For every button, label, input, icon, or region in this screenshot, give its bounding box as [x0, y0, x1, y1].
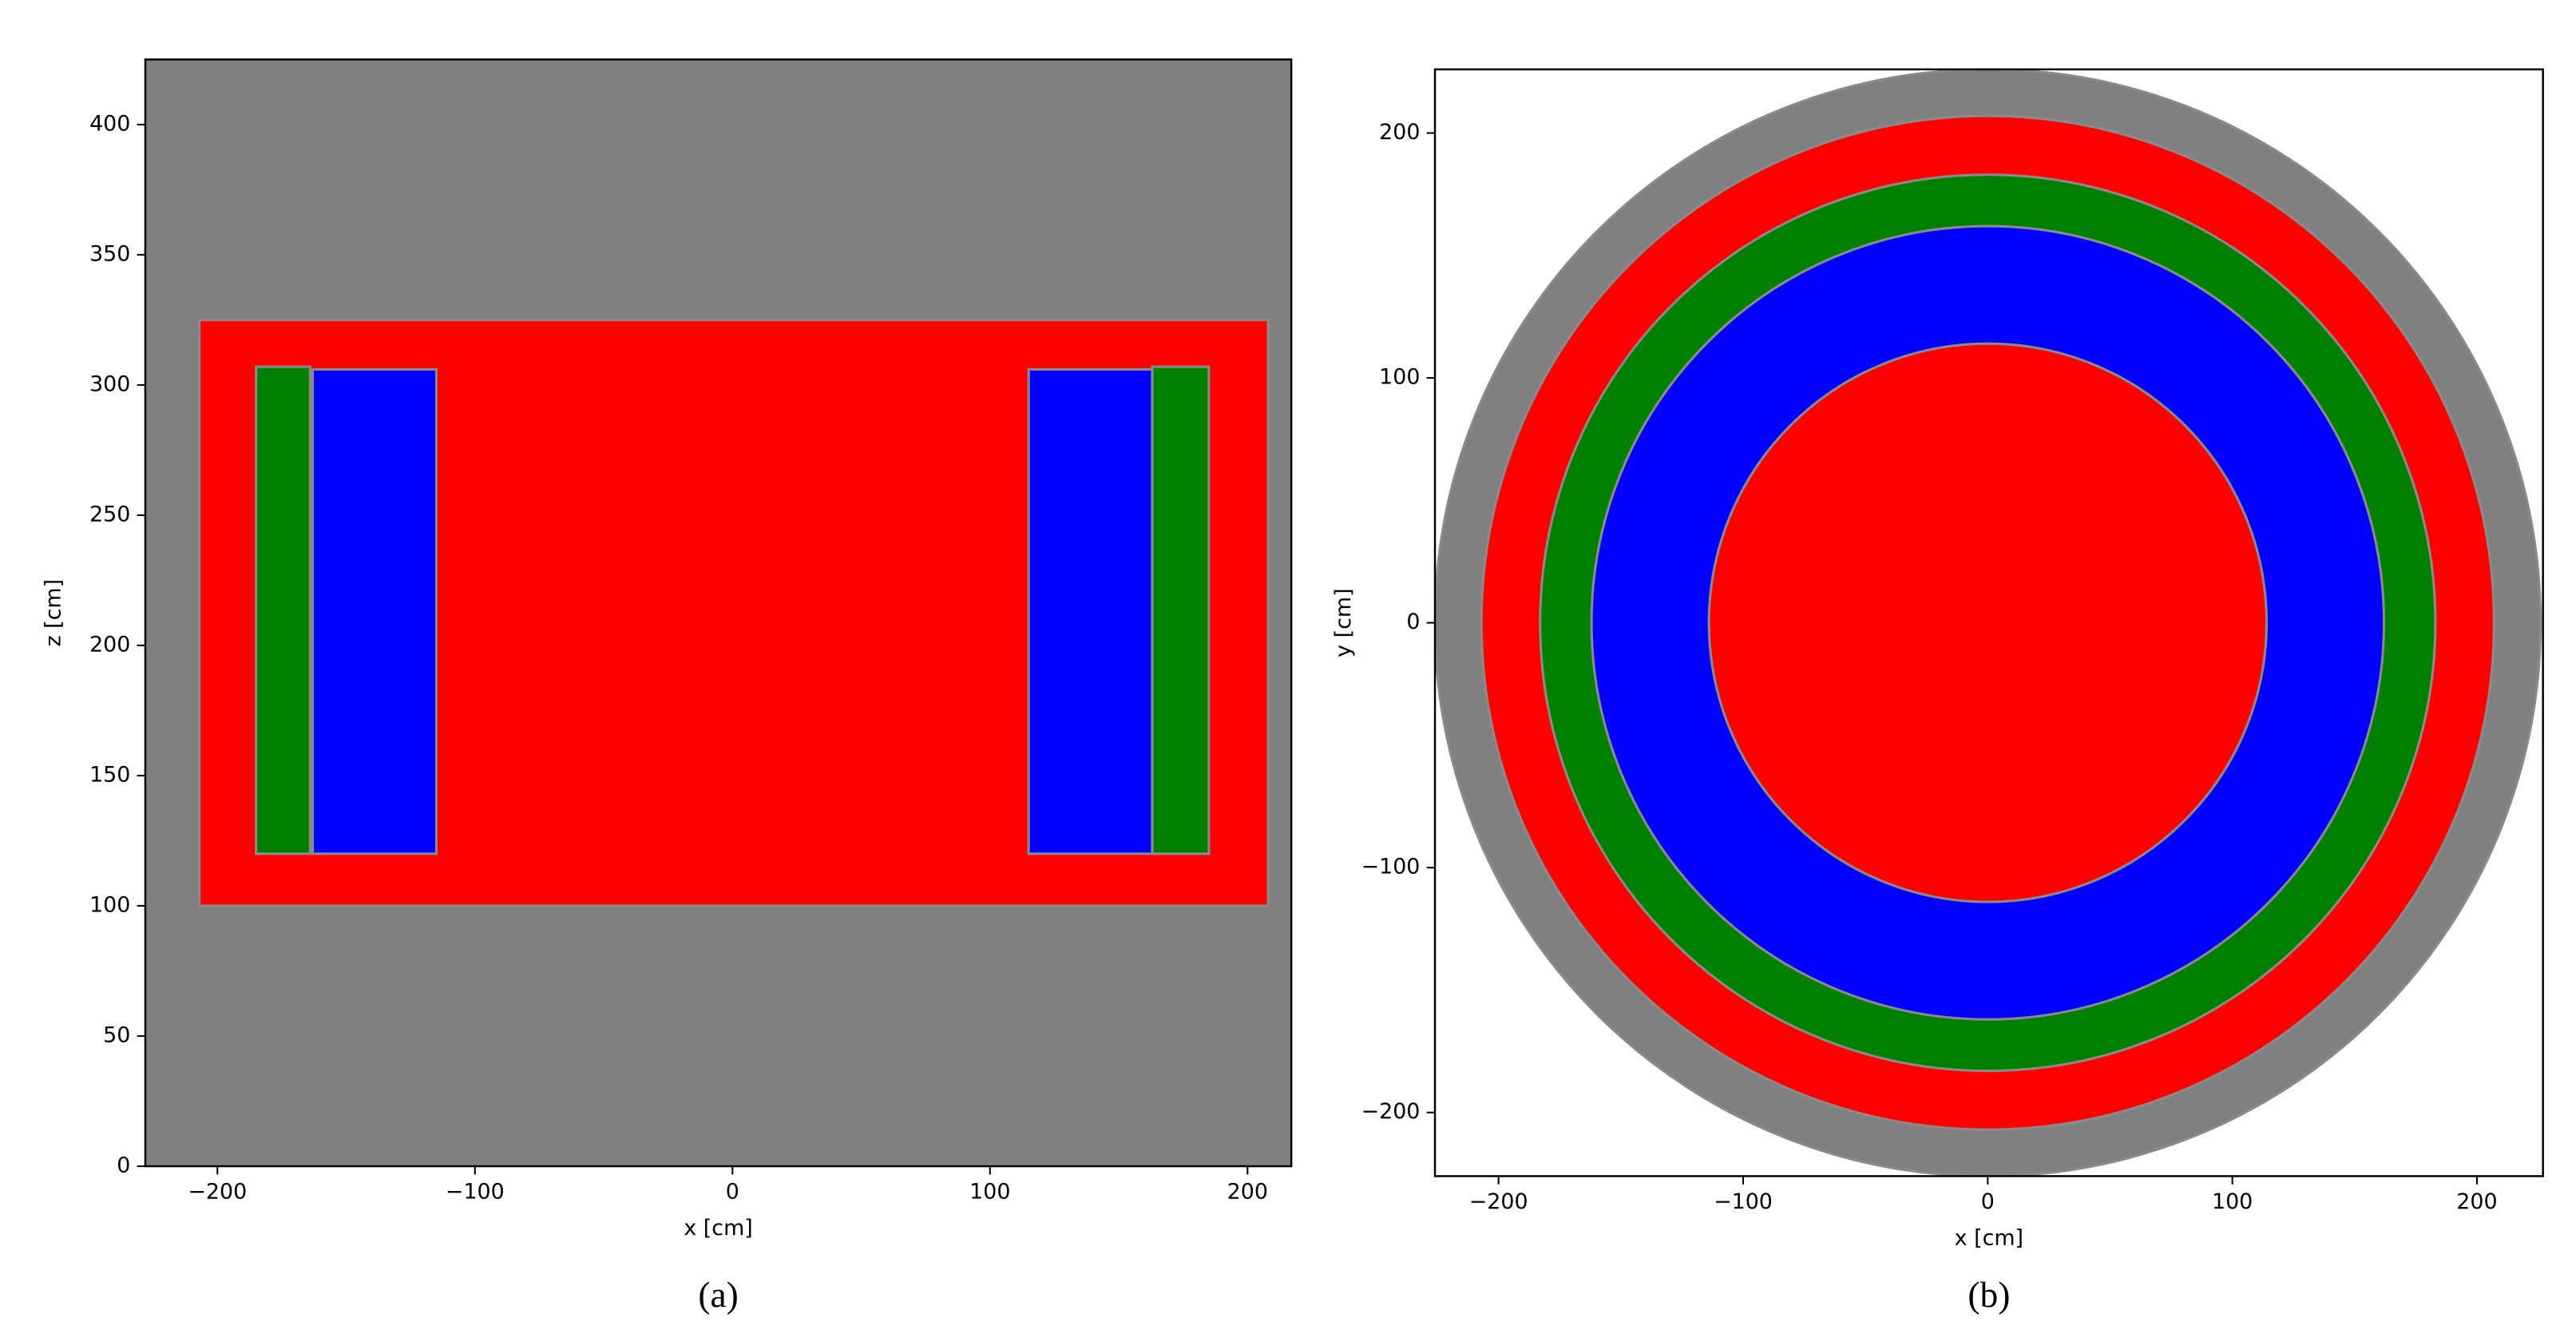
x-axis-label: x [cm] — [1955, 1225, 2023, 1250]
y-tick-label: 100 — [89, 892, 130, 917]
y-axis-label: z [cm] — [42, 579, 66, 647]
y-tick-label: −100 — [1361, 855, 1421, 879]
x-tick-label: 200 — [2456, 1189, 2497, 1214]
x-tick-label: 0 — [1981, 1189, 1995, 1214]
x-tick-label: −100 — [1714, 1189, 1773, 1214]
y-tick-label: −200 — [1361, 1099, 1421, 1124]
axes-frame — [144, 58, 1293, 1168]
caption: (a) — [698, 1274, 738, 1315]
x-tick-label: 100 — [969, 1180, 1010, 1205]
y-tick-label: 200 — [89, 632, 130, 657]
x-tick-label: 0 — [726, 1180, 739, 1205]
y-tick-label: 0 — [1406, 609, 1420, 634]
caption: (b) — [1968, 1274, 2010, 1315]
y-tick-label: 150 — [89, 762, 130, 787]
x-axis-label: x [cm] — [684, 1216, 752, 1241]
region — [311, 367, 438, 856]
panel: −200 −100 0 100 200 0 50 100 150 200 250 300 350 400 x… — [42, 58, 1293, 1315]
x-tick-label: 200 — [1227, 1180, 1268, 1205]
x-tick-label: −200 — [188, 1180, 247, 1205]
plot-area — [198, 318, 1270, 907]
y-tick-label: 0 — [117, 1153, 130, 1177]
region — [255, 365, 311, 856]
region — [1027, 367, 1154, 856]
y-tick-label: 250 — [89, 502, 130, 526]
y-tick-label: 300 — [89, 371, 130, 396]
ring — [1707, 342, 2269, 903]
x-tick-label: −200 — [1469, 1189, 1528, 1214]
y-tick-label: 400 — [89, 111, 130, 136]
y-tick-label: 100 — [1379, 365, 1420, 390]
y-tick-label: 50 — [103, 1022, 130, 1047]
y-tick-label: 350 — [89, 241, 130, 266]
x-tick-label: 100 — [2212, 1189, 2253, 1214]
y-axis-label: y [cm] — [1331, 588, 1356, 657]
y-tick-label: 200 — [1379, 120, 1420, 145]
x-tick-label: −100 — [446, 1180, 505, 1205]
panel: −200 −100 0 100 200 −200 −100 0 100 200 x [cm] y [c… — [1331, 68, 2544, 1315]
plot-area — [1435, 69, 2542, 1177]
region — [1151, 365, 1211, 856]
